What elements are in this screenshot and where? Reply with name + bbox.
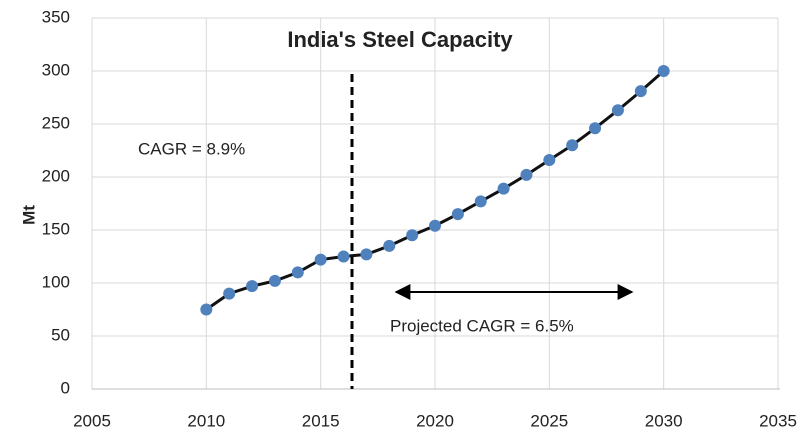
y-tick-label: 50 (51, 325, 70, 344)
y-tick-label: 0 (61, 378, 70, 397)
data-point (429, 219, 441, 232)
data-point (337, 250, 350, 263)
data-point (566, 139, 579, 152)
data-point (268, 274, 281, 287)
x-tick-label: 2015 (302, 411, 340, 430)
data-point (611, 104, 624, 117)
y-tick-label: 100 (42, 272, 70, 291)
x-tick-label: 2005 (73, 411, 111, 430)
data-point (634, 85, 647, 98)
x-tick-label: 2030 (645, 411, 683, 430)
data-point (360, 248, 373, 261)
data-point (451, 208, 464, 221)
data-point (200, 303, 213, 316)
y-tick-label: 350 (42, 7, 70, 26)
data-point (543, 154, 556, 167)
data-point (497, 182, 510, 195)
x-tick-label: 2035 (759, 411, 797, 430)
x-tick-label: 2025 (530, 411, 568, 430)
annotation: CAGR = 8.9% (138, 139, 245, 158)
data-point (474, 195, 487, 208)
y-tick-label: 150 (42, 219, 70, 238)
data-point (291, 266, 304, 279)
data-point (406, 229, 419, 242)
data-point (520, 168, 533, 181)
data-point (246, 280, 259, 293)
y-tick-label: 250 (42, 113, 70, 132)
x-tick-label: 2020 (416, 411, 454, 430)
chart-title: India's Steel Capacity (287, 27, 513, 52)
annotation: Projected CAGR = 6.5% (390, 316, 574, 335)
x-tick-label: 2010 (187, 411, 225, 430)
y-axis-label: Mt (19, 205, 38, 225)
data-point (314, 253, 327, 266)
data-point (223, 287, 236, 300)
y-tick-label: 300 (42, 60, 70, 79)
data-point (589, 122, 602, 135)
data-point (383, 239, 396, 252)
y-tick-label: 200 (42, 166, 70, 185)
data-point (657, 65, 670, 77)
